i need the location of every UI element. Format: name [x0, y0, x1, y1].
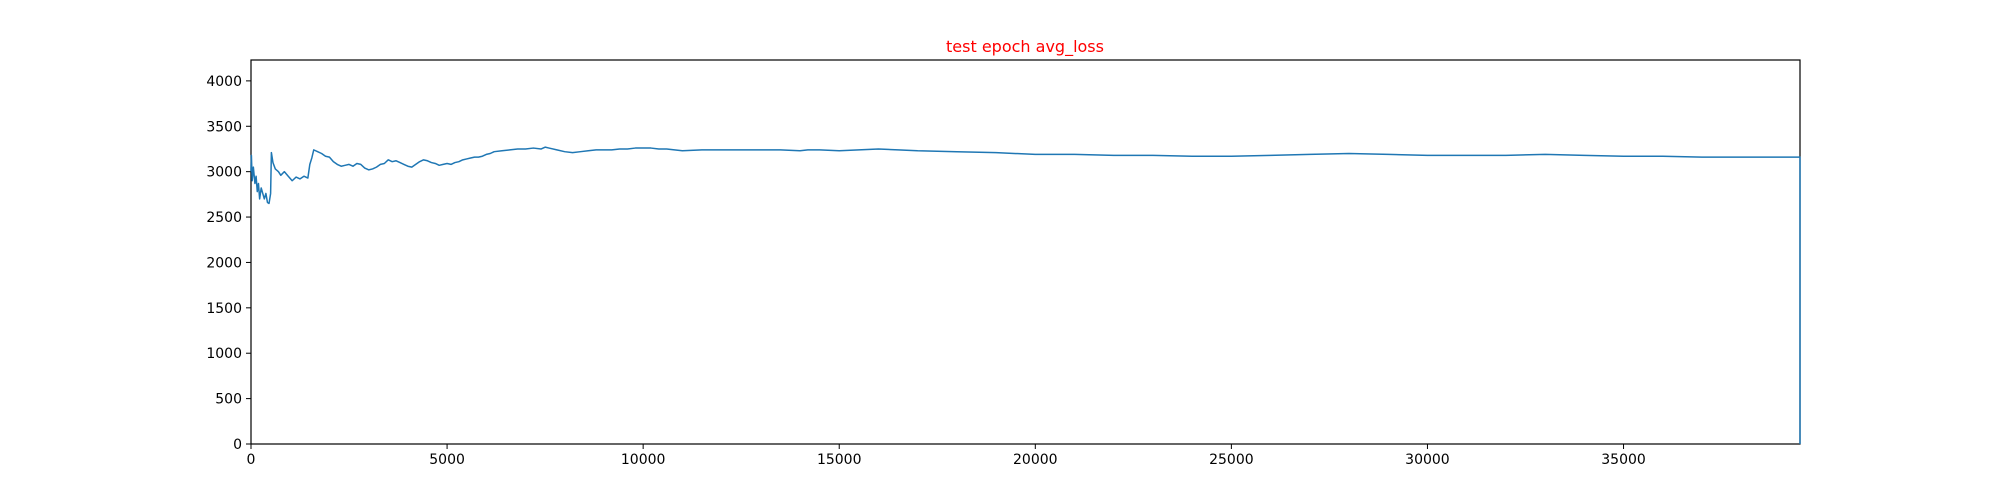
x-tick-label: 10000	[621, 452, 666, 468]
plot-area-frame	[250, 59, 1801, 445]
y-tick-label: 1500	[206, 301, 242, 317]
series-line	[250, 146, 1801, 444]
y-tick-label: 2000	[206, 255, 242, 271]
x-tick-label: 15000	[817, 452, 862, 468]
y-tick-label: 4000	[206, 74, 242, 90]
y-tick-label: 3500	[206, 119, 242, 135]
y-tick-label: 3000	[206, 165, 242, 181]
x-tick-label: 25000	[1209, 452, 1254, 468]
y-axis: 0 500 1000 1500 2000 2500 3000 3500 4000	[206, 74, 251, 453]
y-tick-label: 500	[215, 392, 242, 408]
y-tick-label: 0	[233, 437, 242, 453]
chart-title: test epoch avg_loss	[946, 37, 1104, 57]
y-tick-label: 2500	[206, 210, 242, 226]
x-tick-label: 5000	[429, 452, 465, 468]
series-layer	[250, 146, 1801, 444]
x-axis: 0 5000 10000 15000 20000 25000 30000 35000	[247, 444, 1646, 468]
y-tick-label: 1000	[206, 346, 242, 362]
x-tick-label: 30000	[1405, 452, 1450, 468]
x-tick-label: 0	[247, 452, 256, 468]
x-tick-label: 35000	[1601, 452, 1646, 468]
x-tick-label: 20000	[1013, 452, 1058, 468]
